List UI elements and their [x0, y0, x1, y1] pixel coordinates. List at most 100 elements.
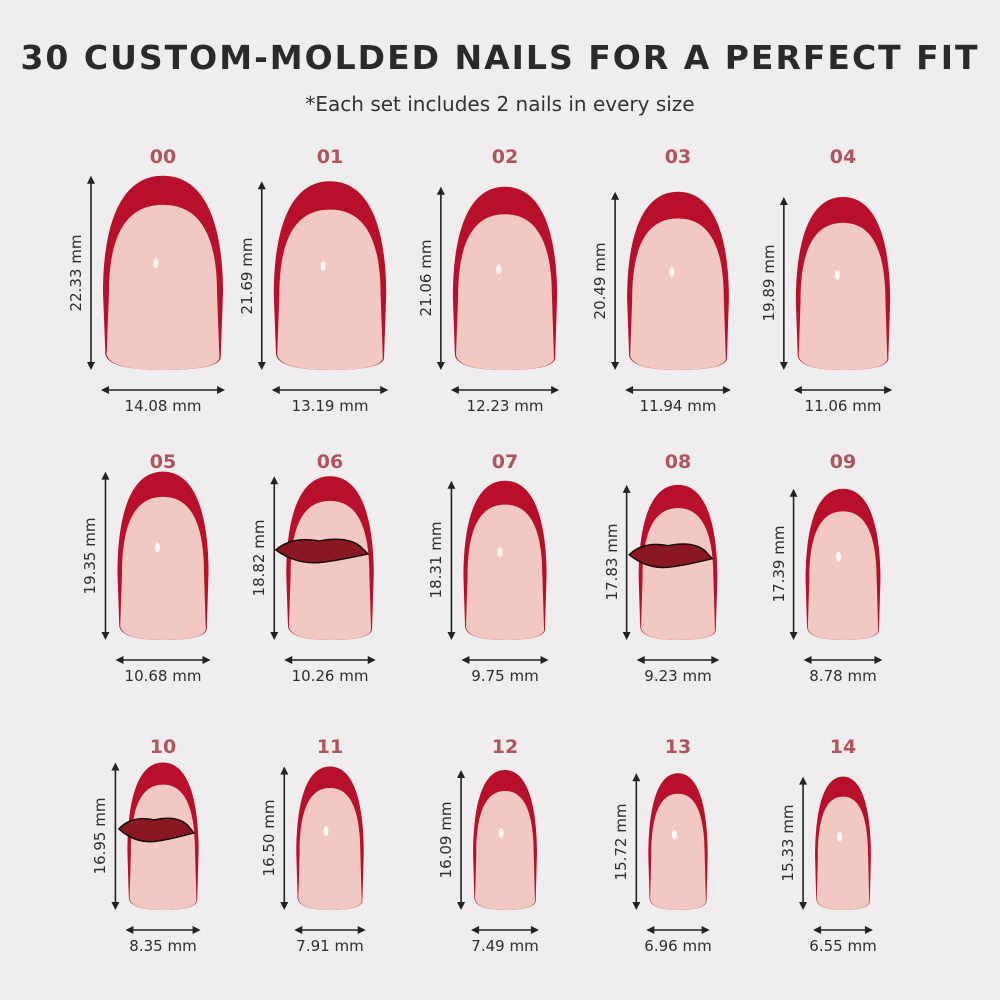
arrow-head-icon: [632, 773, 641, 782]
nail-highlight: [669, 266, 675, 277]
size-number: 13: [664, 736, 692, 758]
rose-decal: [628, 543, 714, 569]
size-number: 08: [664, 451, 692, 473]
arrow-head-icon: [636, 656, 645, 664]
arrow-head-icon: [101, 632, 110, 640]
arrow-head-icon: [799, 902, 808, 910]
arrow-head-icon: [471, 926, 480, 934]
arrow-head-icon: [280, 766, 289, 775]
arrow-head-icon: [436, 362, 445, 370]
arrow-head-icon: [540, 656, 549, 664]
arrow-head-icon: [789, 632, 798, 640]
arrow-head-icon: [611, 191, 620, 200]
nail-highlight: [498, 828, 504, 839]
arrow-head-icon: [270, 632, 279, 640]
size-number: 04: [829, 146, 857, 168]
arrow-head-icon: [100, 386, 109, 394]
arrow-head-icon: [450, 386, 459, 394]
nail-highlight: [155, 542, 161, 553]
nail-highlight: [496, 264, 502, 275]
arrow-head-icon: [457, 770, 466, 779]
arrow-head-icon: [86, 175, 95, 184]
size-number: 12: [491, 736, 519, 758]
width-measurement: 14.08 mm: [124, 397, 202, 415]
arrow-head-icon: [461, 656, 470, 664]
width-measurement: 11.94 mm: [639, 397, 717, 415]
nail-body: [641, 508, 715, 640]
arrow-head-icon: [711, 656, 720, 664]
nail-body: [816, 796, 870, 910]
nail-body: [798, 222, 888, 370]
width-measurement: 13.19 mm: [291, 397, 369, 415]
width-measurement: 8.35 mm: [129, 937, 197, 955]
arrow-head-icon: [813, 926, 822, 934]
nail-highlight: [320, 261, 326, 272]
size-number: 06: [316, 451, 344, 473]
width-measurement: 9.23 mm: [644, 667, 712, 685]
nail-body: [106, 204, 220, 370]
arrow-head-icon: [270, 476, 279, 485]
arrow-head-icon: [111, 762, 120, 771]
arrow-head-icon: [646, 926, 655, 934]
arrow-head-icon: [779, 196, 788, 205]
nail-body: [129, 784, 197, 910]
width-measurement: 8.78 mm: [809, 667, 877, 685]
rose-decal: [274, 538, 370, 564]
arrow-head-icon: [864, 926, 873, 934]
nail-body: [650, 793, 706, 910]
size-number: 00: [149, 146, 177, 168]
arrow-head-icon: [294, 926, 303, 934]
arrow-head-icon: [632, 902, 641, 910]
size-number: 03: [664, 146, 692, 168]
arrow-head-icon: [447, 632, 456, 640]
arrow-head-icon: [457, 902, 466, 910]
size-number: 14: [829, 736, 857, 758]
arrow-head-icon: [799, 776, 808, 785]
arrow-head-icon: [280, 902, 289, 910]
arrow-head-icon: [884, 386, 893, 394]
arrow-head-icon: [284, 656, 293, 664]
arrow-head-icon: [125, 926, 134, 934]
width-measurement: 11.06 mm: [804, 397, 882, 415]
arrow-head-icon: [625, 386, 634, 394]
arrow-head-icon: [793, 386, 802, 394]
arrow-head-icon: [789, 488, 798, 497]
arrow-head-icon: [257, 181, 266, 190]
width-measurement: 6.55 mm: [809, 937, 877, 955]
arrow-head-icon: [202, 656, 211, 664]
arrow-head-icon: [779, 362, 788, 370]
nail-body: [455, 214, 555, 370]
nail-highlight: [497, 547, 503, 558]
arrow-head-icon: [622, 632, 631, 640]
nail-body: [277, 209, 383, 370]
arrow-head-icon: [551, 386, 560, 394]
arrow-head-icon: [701, 926, 710, 934]
nail-highlight: [837, 831, 843, 842]
size-number: 11: [316, 736, 344, 758]
size-number: 02: [491, 146, 519, 168]
arrow-head-icon: [530, 926, 539, 934]
size-number: 01: [316, 146, 344, 168]
arrow-head-icon: [447, 480, 456, 489]
size-number: 07: [491, 451, 519, 473]
nail-body: [807, 511, 879, 640]
width-measurement: 7.49 mm: [471, 937, 539, 955]
nail-highlight: [834, 269, 840, 280]
arrow-head-icon: [722, 386, 731, 394]
width-measurement: 6.96 mm: [644, 937, 712, 955]
nail-body: [474, 791, 536, 910]
size-number: 10: [149, 736, 177, 758]
width-measurement: 10.68 mm: [124, 667, 202, 685]
